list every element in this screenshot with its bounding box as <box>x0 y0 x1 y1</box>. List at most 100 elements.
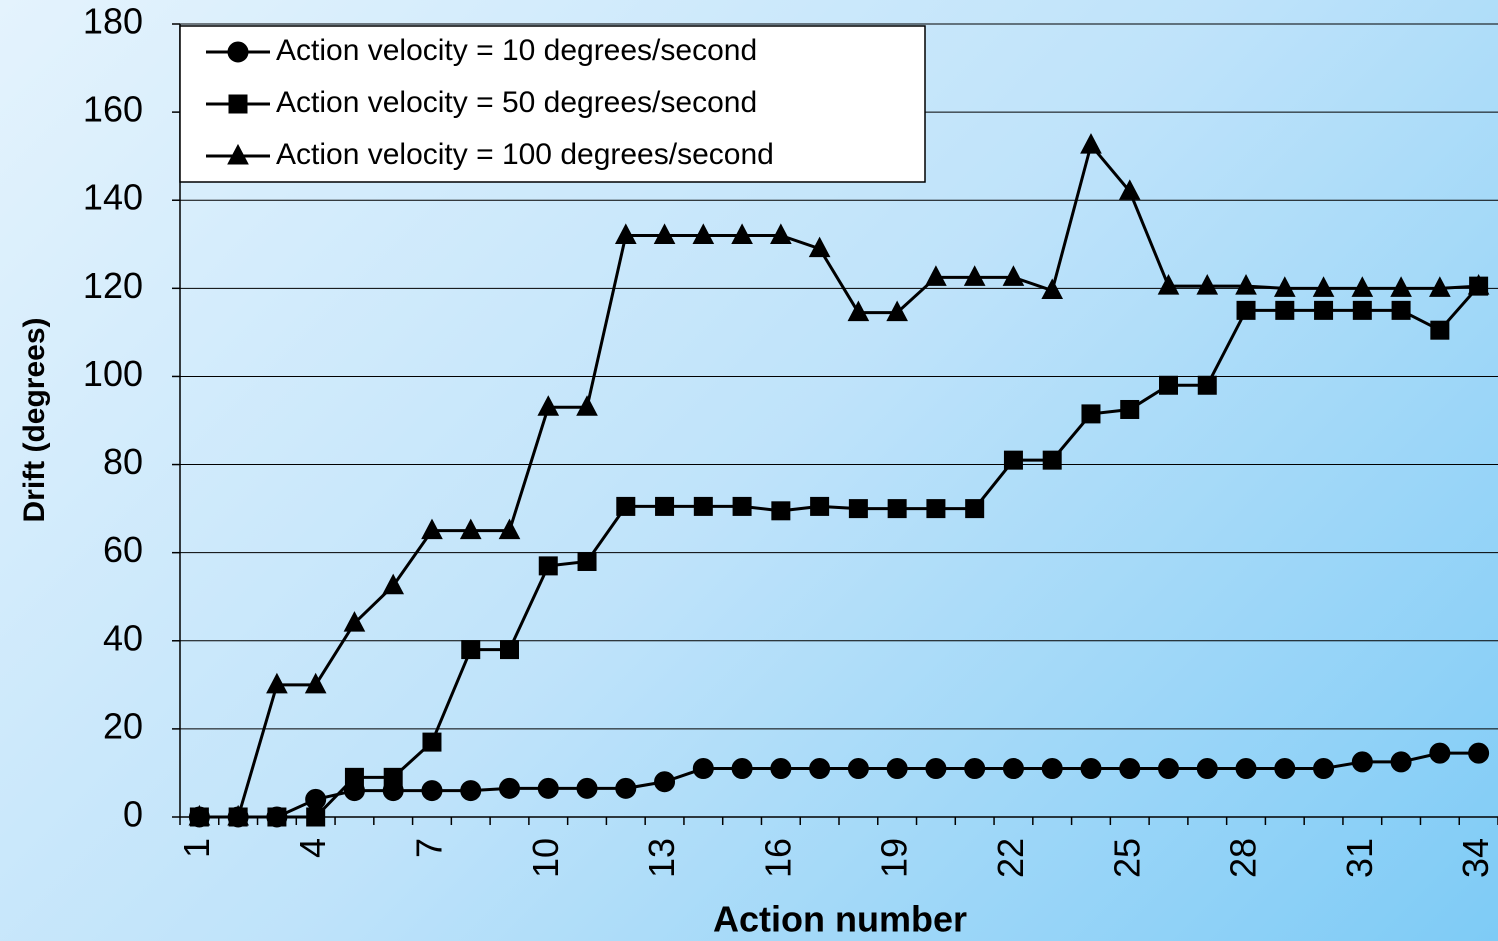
y-tick-label: 0 <box>123 794 143 835</box>
data-point <box>1041 278 1064 300</box>
data-point <box>1080 758 1102 780</box>
data-point <box>616 496 636 516</box>
data-point <box>1314 300 1334 320</box>
data-point <box>887 499 907 519</box>
data-point <box>306 807 326 827</box>
series-line <box>199 141 1479 819</box>
data-point <box>1391 300 1411 320</box>
data-point <box>615 777 637 799</box>
y-tick-label: 120 <box>83 265 143 306</box>
data-point <box>1275 300 1295 320</box>
data-point <box>1429 742 1451 764</box>
y-tick-label: 40 <box>103 617 143 658</box>
data-point <box>614 223 637 244</box>
data-point <box>1313 758 1335 780</box>
data-point <box>1158 758 1179 780</box>
data-point <box>461 640 481 660</box>
data-point <box>964 758 986 780</box>
data-point <box>926 499 946 519</box>
y-tick-label: 60 <box>103 529 143 570</box>
data-point <box>1235 274 1257 295</box>
series-line <box>199 751 1479 819</box>
data-point <box>963 265 986 286</box>
data-point <box>809 758 831 780</box>
series-line <box>199 285 1480 819</box>
data-point <box>1002 758 1024 780</box>
y-tick-label: 180 <box>83 1 143 42</box>
data-point <box>1197 375 1217 395</box>
data-point <box>1430 320 1450 340</box>
data-point <box>925 265 947 286</box>
data-point <box>653 223 676 244</box>
data-point <box>343 611 366 632</box>
data-point <box>731 758 753 780</box>
x-tick-label: 13 <box>641 838 682 878</box>
data-point <box>654 771 676 793</box>
y-tick-label: 160 <box>83 89 143 130</box>
data-point <box>1159 375 1178 395</box>
data-point <box>886 758 908 780</box>
data-point <box>1080 133 1102 154</box>
data-point <box>847 300 870 322</box>
data-point <box>383 767 403 787</box>
data-point <box>305 788 327 810</box>
x-tick-label: 34 <box>1455 838 1496 878</box>
x-tick-label: 1 <box>176 838 217 858</box>
data-point <box>965 499 985 519</box>
data-point <box>421 780 443 802</box>
data-point <box>1041 758 1063 780</box>
data-point <box>1235 758 1257 780</box>
x-tick-label: 7 <box>408 838 449 858</box>
data-point <box>1352 300 1372 320</box>
data-point <box>732 496 752 516</box>
data-point <box>1120 399 1140 419</box>
data-point <box>267 807 287 827</box>
data-point <box>266 672 288 694</box>
data-point <box>344 767 364 787</box>
data-point <box>576 777 598 799</box>
data-point <box>1157 274 1180 295</box>
data-point <box>1003 450 1023 470</box>
x-tick-label: 10 <box>525 838 566 878</box>
data-point <box>925 758 947 780</box>
data-point <box>655 496 675 516</box>
data-point <box>1273 276 1296 297</box>
data-point <box>537 395 560 416</box>
data-point <box>1118 179 1141 200</box>
data-point <box>808 236 831 258</box>
data-point <box>1119 758 1141 780</box>
data-point <box>1468 742 1490 764</box>
data-point <box>421 518 443 540</box>
data-point <box>499 777 520 799</box>
data-point <box>1390 751 1412 773</box>
data-point <box>1390 276 1412 297</box>
data-point <box>810 496 830 516</box>
data-point <box>576 395 598 416</box>
y-tick-label: 80 <box>103 441 143 482</box>
y-axis-label: Drift (degrees) <box>18 317 51 522</box>
data-point <box>1236 300 1256 320</box>
legend-box <box>179 25 926 183</box>
y-tick-label: 20 <box>103 705 143 746</box>
x-tick-label: 28 <box>1223 838 1264 878</box>
data-point <box>848 499 868 519</box>
x-tick-label: 4 <box>292 838 333 858</box>
data-point <box>459 518 482 540</box>
data-point <box>538 556 558 576</box>
data-point <box>1196 274 1219 295</box>
data-point <box>188 804 211 826</box>
legend-label: Action velocity = 50 degrees/second <box>276 86 757 119</box>
data-point <box>770 223 792 244</box>
x-tick-label: 22 <box>990 838 1031 878</box>
legend-label: Action velocity = 10 degrees/second <box>276 34 757 67</box>
x-tick-label: 31 <box>1339 838 1380 878</box>
data-point <box>692 223 715 244</box>
data-point <box>1196 758 1218 780</box>
x-tick-label: 16 <box>757 838 798 878</box>
data-point <box>1351 751 1373 773</box>
legend-marker <box>228 94 248 114</box>
data-point <box>1081 404 1101 424</box>
legend-marker <box>227 143 249 165</box>
data-point <box>498 518 521 540</box>
